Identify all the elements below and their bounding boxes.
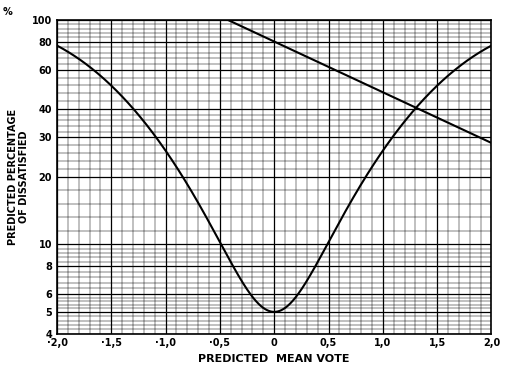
Y-axis label: PREDICTED PERCENTAGE
OF DISSATISFIED: PREDICTED PERCENTAGE OF DISSATISFIED: [8, 109, 29, 245]
X-axis label: PREDICTED  MEAN VOTE: PREDICTED MEAN VOTE: [198, 354, 350, 364]
Text: %: %: [2, 7, 12, 17]
